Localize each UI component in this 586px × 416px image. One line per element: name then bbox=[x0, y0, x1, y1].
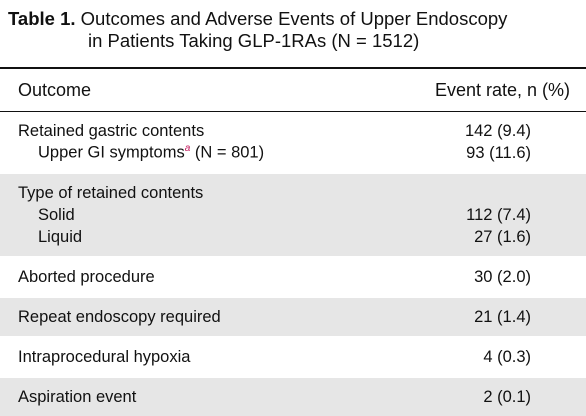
header-row: Outcome Event rate, n (%) bbox=[0, 69, 586, 111]
row-group: Aborted procedure 30 (2.0) bbox=[0, 258, 586, 296]
table-body: Retained gastric contents 142 (9.4) Upper … bbox=[0, 112, 586, 416]
header-rule bbox=[0, 111, 586, 112]
row-separator bbox=[0, 376, 586, 378]
header-outcome: Outcome bbox=[18, 79, 92, 100]
outcome-label: Aspiration event bbox=[18, 387, 137, 406]
event-rate-cell: 93 (11.6) bbox=[466, 143, 531, 162]
outcome-suffix: (N = 801) bbox=[190, 143, 265, 162]
outcome-cell: Solid bbox=[0, 206, 311, 225]
outcome-label: Retained gastric contents bbox=[18, 121, 205, 140]
outcomes-table: Outcome Event rate, n (%) Retained gastr… bbox=[0, 67, 586, 416]
outcome-cell: Aspiration event bbox=[0, 388, 311, 407]
row-separator bbox=[0, 172, 586, 174]
outcome-label: Liquid bbox=[38, 227, 83, 246]
table-label: Table 1. bbox=[8, 8, 76, 29]
outcome-cell: Liquid bbox=[0, 228, 311, 247]
table-row: Upper GI symptomsa (N = 801) 93 (11.6) bbox=[0, 142, 586, 164]
outcome-cell: Intraprocedural hypoxia bbox=[0, 348, 311, 367]
table-row: Intraprocedural hypoxia 4 (0.3) bbox=[0, 346, 586, 368]
event-rate-cell: 2 (0.1) bbox=[483, 387, 531, 406]
table-row: Aspiration event 2 (0.1) bbox=[0, 386, 586, 408]
table-title-line1: Outcomes and Adverse Events of Upper End… bbox=[80, 8, 508, 29]
outcome-label: Repeat endoscopy required bbox=[18, 307, 221, 326]
event-rate-cell: 21 (1.4) bbox=[474, 307, 531, 326]
outcome-cell: Retained gastric contents bbox=[0, 122, 311, 141]
outcome-cell: Repeat endoscopy required bbox=[0, 308, 311, 327]
event-rate-cell: 142 (9.4) bbox=[464, 121, 531, 140]
row-separator bbox=[0, 336, 586, 338]
event-rate-cell: 112 (7.4) bbox=[466, 205, 531, 224]
table-title-line2: in Patients Taking GLP-1RAs (N = 1512) bbox=[88, 30, 420, 51]
table-row: Aborted procedure 30 (2.0) bbox=[0, 266, 586, 288]
row-separator bbox=[0, 296, 586, 298]
table-caption: Table 1. Outcomes and Adverse Events of … bbox=[8, 8, 578, 52]
top-rule bbox=[0, 67, 586, 69]
row-separator bbox=[0, 256, 586, 258]
event-rate-cell: 27 (1.6) bbox=[474, 227, 531, 246]
footnote-marker: a bbox=[184, 143, 191, 155]
outcome-cell: Upper GI symptomsa (N = 801) bbox=[0, 143, 311, 163]
row-group: Repeat endoscopy required 21 (1.4) bbox=[0, 298, 586, 336]
row-group: Type of retained contents Solid 112 (7.4) L… bbox=[0, 174, 586, 256]
row-group: Retained gastric contents 142 (9.4) Upper … bbox=[0, 112, 586, 172]
outcome-label: Intraprocedural hypoxia bbox=[18, 347, 191, 366]
row-group: Intraprocedural hypoxia 4 (0.3) bbox=[0, 338, 586, 376]
outcome-label: Upper GI symptoms bbox=[38, 143, 185, 162]
event-rate-cell: 30 (2.0) bbox=[474, 267, 531, 286]
table-row: Repeat endoscopy required 21 (1.4) bbox=[0, 306, 586, 328]
event-rate-cell: 4 (0.3) bbox=[483, 347, 531, 366]
table-row: Liquid 27 (1.6) bbox=[0, 226, 586, 248]
table-row: Solid 112 (7.4) bbox=[0, 204, 586, 226]
outcome-cell: Type of retained contents bbox=[0, 184, 311, 203]
table-row: Retained gastric contents 142 (9.4) bbox=[0, 120, 586, 142]
row-group: Aspiration event 2 (0.1) bbox=[0, 378, 586, 416]
header-event-rate: Event rate, n (%) bbox=[434, 79, 570, 100]
outcome-label: Type of retained contents bbox=[18, 183, 204, 202]
table-row: Type of retained contents bbox=[0, 182, 586, 204]
outcome-label: Aborted procedure bbox=[18, 267, 155, 286]
outcome-cell: Aborted procedure bbox=[0, 268, 311, 287]
outcome-label: Solid bbox=[38, 205, 75, 224]
